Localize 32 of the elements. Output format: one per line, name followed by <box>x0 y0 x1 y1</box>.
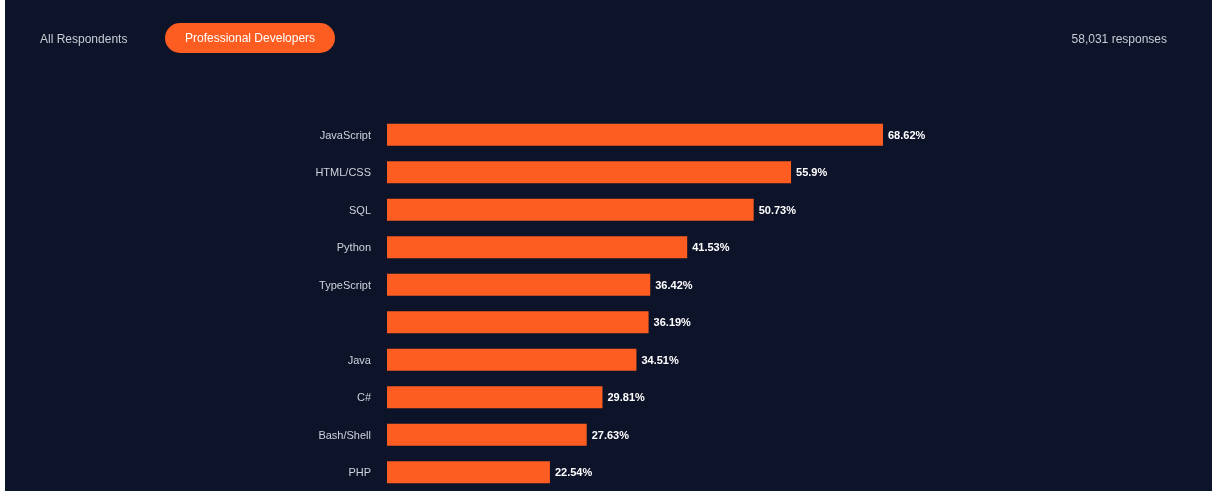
y-tick-label: SQL <box>348 203 371 216</box>
y-tick-label: JavaScript <box>319 128 371 141</box>
y-tick-label: Java <box>347 353 372 366</box>
bar <box>387 386 603 409</box>
bar <box>387 236 688 259</box>
bar <box>387 161 792 184</box>
bar <box>387 311 649 334</box>
text: 58,031 responses <box>1071 32 1167 46</box>
data-label: 22.54% <box>554 466 593 479</box>
data-label: 50.73% <box>758 203 797 216</box>
bar <box>387 348 637 371</box>
data-label: 36.19% <box>653 316 692 329</box>
y-tick-label: Bash/Shell <box>318 428 371 441</box>
text: Professional Developers <box>165 23 336 53</box>
bar <box>387 198 754 221</box>
data-label: 55.9% <box>796 166 828 179</box>
data-label: 34.51% <box>641 353 679 366</box>
bar <box>387 123 883 146</box>
data-label: 29.81% <box>607 391 645 404</box>
text: All Respondents <box>40 32 128 46</box>
bar <box>387 423 587 446</box>
data-label: 41.53% <box>692 241 730 254</box>
data-label: 36.42% <box>655 278 693 291</box>
y-tick-label: PHP <box>348 466 371 479</box>
data-label: 68.62% <box>888 128 926 141</box>
y-tick-label: HTML/CSS <box>315 166 371 179</box>
data-label: 27.63% <box>591 428 630 441</box>
y-tick-label: Python <box>336 241 371 254</box>
bar <box>387 273 651 296</box>
y-tick-label: C# <box>356 391 372 404</box>
bar <box>387 461 550 484</box>
y-tick-label: TypeScript <box>319 278 371 291</box>
